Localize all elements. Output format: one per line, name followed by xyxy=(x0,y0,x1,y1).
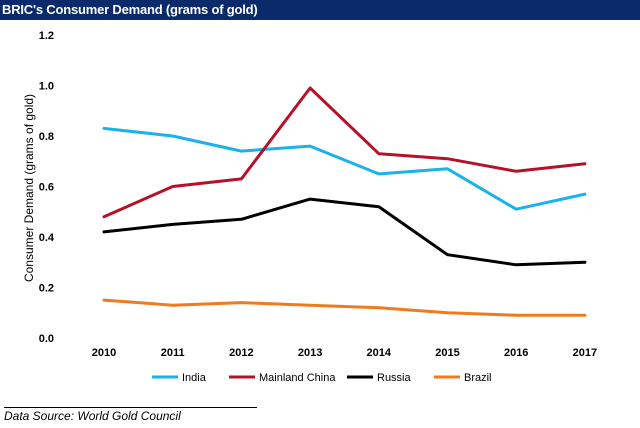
x-tick-label: 2014 xyxy=(367,347,392,359)
legend-item-mainland-china: Mainland China xyxy=(229,372,336,384)
y-tick-label: 0.0 xyxy=(39,333,54,345)
chart-title: BRIC's Consumer Demand (grams of gold) xyxy=(0,0,640,20)
x-tick-label: 2015 xyxy=(435,347,459,359)
x-tick-label: 2011 xyxy=(161,347,185,359)
y-tick-label: 0.4 xyxy=(39,232,55,244)
y-tick-label: 1.0 xyxy=(39,81,54,93)
legend-label: Russia xyxy=(377,372,412,384)
x-tick-label: 2016 xyxy=(504,347,528,359)
x-tick-label: 2012 xyxy=(229,347,253,359)
series-line-brazil xyxy=(102,298,587,317)
y-tick-label: 0.8 xyxy=(39,131,54,143)
legend-label: Mainland China xyxy=(259,372,336,384)
y-tick-label: 0.6 xyxy=(39,182,54,194)
legend-item-russia: Russia xyxy=(347,372,412,384)
data-source-note: Data Source: World Gold Council xyxy=(4,409,181,423)
series-line-russia xyxy=(102,197,587,267)
x-tick-label: 2017 xyxy=(573,347,597,359)
x-tick-label: 2013 xyxy=(298,347,322,359)
y-tick-label: 1.2 xyxy=(39,30,54,42)
series-lines xyxy=(102,86,587,317)
x-tick-label: 2010 xyxy=(92,347,116,359)
legend: India Mainland China Russia Brazil xyxy=(152,372,492,384)
y-axis-title: Consumer Demand (grams of gold) xyxy=(22,94,36,282)
source-divider xyxy=(4,407,257,408)
series-line-india xyxy=(102,126,587,211)
legend-label: Brazil xyxy=(464,372,492,384)
x-tick-labels: 2010 2011 2012 2013 2014 2015 2016 2017 xyxy=(92,347,597,359)
legend-item-brazil: Brazil xyxy=(434,372,492,384)
legend-item-india: India xyxy=(152,372,207,384)
legend-label: India xyxy=(182,372,207,384)
y-tick-labels: 0.0 0.2 0.4 0.6 0.8 1.0 1.2 xyxy=(39,30,55,345)
y-tick-label: 0.2 xyxy=(39,283,54,295)
series-line-mainland-china xyxy=(102,86,587,219)
